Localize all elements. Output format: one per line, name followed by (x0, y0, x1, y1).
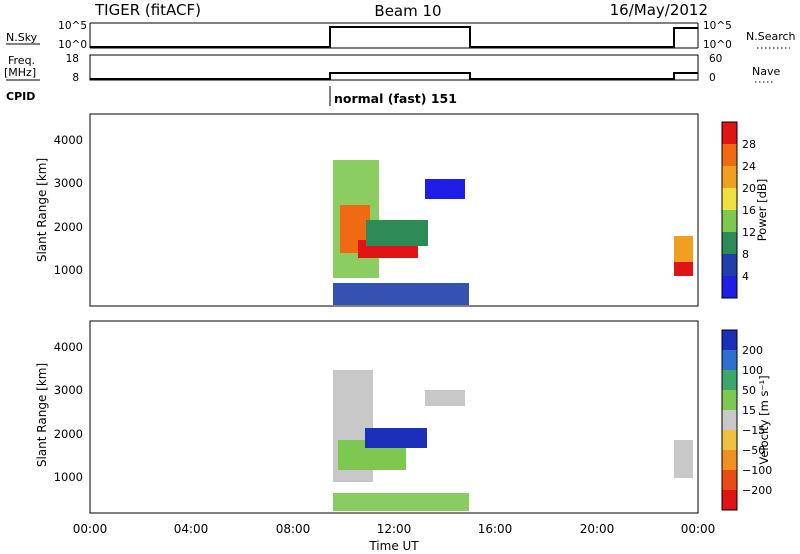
power-block-mid-band (366, 220, 428, 246)
velocity-block-strong-band (365, 428, 427, 448)
power-colorbar-label: Power [dB] (755, 179, 769, 242)
freq-trace (90, 72, 698, 80)
velocity-cbar-tick-neg15: −15 (742, 424, 765, 437)
freq-tick-top: 18 (66, 53, 79, 65)
freq-tick-bottom: 8 (72, 72, 79, 84)
velocity-cbar-tick-50: 50 (742, 384, 756, 397)
velocity-block-low-range (333, 493, 469, 511)
power-colorbar: 28 24 20 16 12 8 4 Power [dB] (721, 121, 769, 299)
power-block-upper (425, 179, 465, 199)
power-cbar-tick-24: 24 (742, 160, 756, 173)
velocity-blocks (333, 370, 693, 511)
power-ytick-3000: 3000 (54, 176, 83, 190)
power-color-8 (722, 232, 737, 254)
time-axis: 00:00 04:00 08:00 12:00 16:00 20:00 00:0… (73, 522, 716, 553)
velocity-block-upper (425, 390, 465, 406)
velocity-cbar-tick-neg100: −100 (742, 464, 772, 477)
freq-frame (89, 54, 699, 81)
velocity-cbar-tick-neg200: −200 (742, 484, 772, 497)
power-block-low-range (333, 283, 469, 305)
velocity-color-100 (722, 350, 737, 370)
velocity-color-200 (722, 330, 737, 350)
power-cbar-tick-20: 20 (742, 182, 756, 195)
nsearch-tick-top: 10^5 (703, 20, 732, 32)
freq-panel: Freq. [MHz] 18 8 60 0 Nave (4, 53, 780, 84)
power-block-late (674, 262, 693, 276)
cpid-label: CPID (6, 90, 35, 103)
xtick-1200: 12:00 (377, 522, 412, 536)
power-color-4 (722, 254, 737, 276)
xtick-0400: 04:00 (174, 522, 209, 536)
power-color-16 (722, 188, 737, 210)
xtick-0000-start: 00:00 (73, 522, 108, 536)
nsky-label: N.Sky (6, 31, 38, 44)
beam-title: Beam 10 (374, 2, 441, 20)
power-panel: Slant Range [km] 1000 2000 3000 4000 28 … (35, 113, 769, 307)
velocity-ytick-1000: 1000 (54, 470, 83, 484)
xtick-0000-end: 00:00 (681, 522, 716, 536)
velocity-color-neg100 (722, 470, 737, 490)
velocity-colorbar-frame (721, 329, 738, 511)
xtick-2000: 20:00 (580, 522, 615, 536)
power-colorbar-frame (721, 121, 738, 299)
velocity-ytick-4000: 4000 (54, 340, 83, 354)
velocity-color-neg50 (722, 450, 737, 470)
radar-title: TIGER (fitACF) (94, 1, 201, 19)
nave-label: Nave (752, 65, 780, 78)
velocity-color-50 (722, 370, 737, 390)
power-color-0 (722, 276, 737, 298)
velocity-colorbar: 200 100 50 15 −15 −50 −100 −200 Velocity… (721, 329, 772, 511)
power-frame (89, 113, 699, 307)
nsky-tick-bottom: 10^0 (58, 39, 87, 51)
velocity-cbar-tick-15: 15 (742, 404, 756, 417)
power-ytick-1000: 1000 (54, 263, 83, 277)
power-cbar-tick-4: 4 (742, 270, 749, 283)
x-axis-label: Time UT (368, 539, 419, 553)
power-color-28 (722, 122, 737, 144)
velocity-color-neg15 (722, 430, 737, 450)
velocity-color-15 (722, 390, 737, 410)
power-ytick-4000: 4000 (54, 133, 83, 147)
nsearch-tick-bottom: 10^0 (703, 39, 732, 51)
velocity-block-late (674, 440, 693, 478)
power-cbar-tick-12: 12 (742, 226, 756, 239)
xtick-0800: 08:00 (276, 522, 311, 536)
nave-tick-bottom: 0 (709, 72, 716, 84)
power-cbar-tick-28: 28 (742, 138, 756, 151)
nsky-tick-top: 10^5 (58, 20, 87, 32)
velocity-ytick-2000: 2000 (54, 427, 83, 441)
freq-label: Freq. (8, 54, 35, 67)
power-color-20 (722, 166, 737, 188)
power-block-late-upper (674, 236, 693, 262)
velocity-frame (89, 320, 699, 514)
velocity-color-neg200 (722, 490, 737, 510)
nsky-trace (90, 26, 698, 48)
cpid-text: normal (fast) 151 (334, 91, 457, 106)
velocity-y-label: Slant Range [km] (35, 363, 49, 467)
velocity-cbar-tick-neg50: −50 (742, 444, 765, 457)
power-color-24 (722, 144, 737, 166)
nsky-panel: N.Sky 10^5 10^0 10^5 10^0 N.Search (6, 20, 796, 51)
power-cbar-tick-16: 16 (742, 204, 756, 217)
velocity-cbar-tick-100: 100 (742, 364, 763, 377)
date-title: 16/May/2012 (610, 1, 708, 19)
velocity-ytick-3000: 3000 (54, 383, 83, 397)
power-y-label: Slant Range [km] (35, 158, 49, 262)
power-ytick-2000: 2000 (54, 220, 83, 234)
velocity-color-0 (722, 410, 737, 430)
freq-unit-label: [MHz] (4, 66, 36, 79)
power-cbar-tick-8: 8 (742, 248, 749, 261)
power-color-12 (722, 210, 737, 232)
velocity-panel: Slant Range [km] 1000 2000 3000 4000 200… (35, 320, 772, 514)
power-blocks (333, 160, 693, 305)
velocity-cbar-tick-200: 200 (742, 344, 763, 357)
xtick-1600: 16:00 (478, 522, 513, 536)
velocity-colorbar-label: Velocity [m s⁻¹] (757, 375, 771, 464)
nsearch-label: N.Search (746, 30, 796, 43)
nave-tick-top: 60 (709, 53, 722, 65)
